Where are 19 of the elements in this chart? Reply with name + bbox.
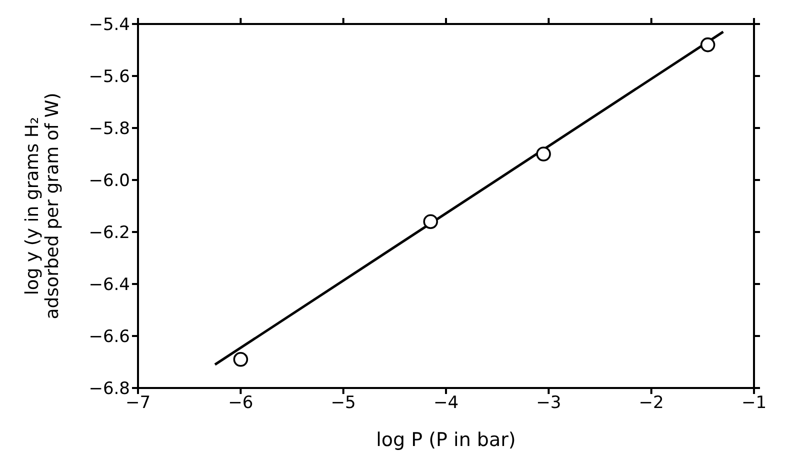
y-tick-label: −6.6 (88, 327, 130, 348)
x-tick-label: −6 (228, 393, 254, 414)
x-tick-label: −3 (536, 393, 562, 414)
y-axis-title: log y (y in grams H₂ adsorbed per gram of W) (22, 92, 63, 320)
x-tick-label: −2 (638, 393, 664, 414)
y-tick-label: −6.2 (88, 223, 130, 244)
y-tick-label: −5.6 (88, 67, 130, 88)
y-tick-label: −5.4 (88, 15, 130, 36)
y-tick-label: −6.0 (88, 171, 130, 192)
point (233, 352, 248, 367)
point (700, 37, 716, 52)
x-tick-label: −1 (741, 393, 767, 414)
x-axis-title: log P (P in bar) (376, 429, 516, 451)
x-tick-label: −5 (330, 393, 356, 414)
point (536, 146, 551, 162)
y-tick-label: −6.4 (88, 275, 130, 296)
x-tick-label: −4 (433, 393, 459, 414)
point (423, 214, 438, 229)
y-tick-label: −5.8 (88, 119, 130, 140)
